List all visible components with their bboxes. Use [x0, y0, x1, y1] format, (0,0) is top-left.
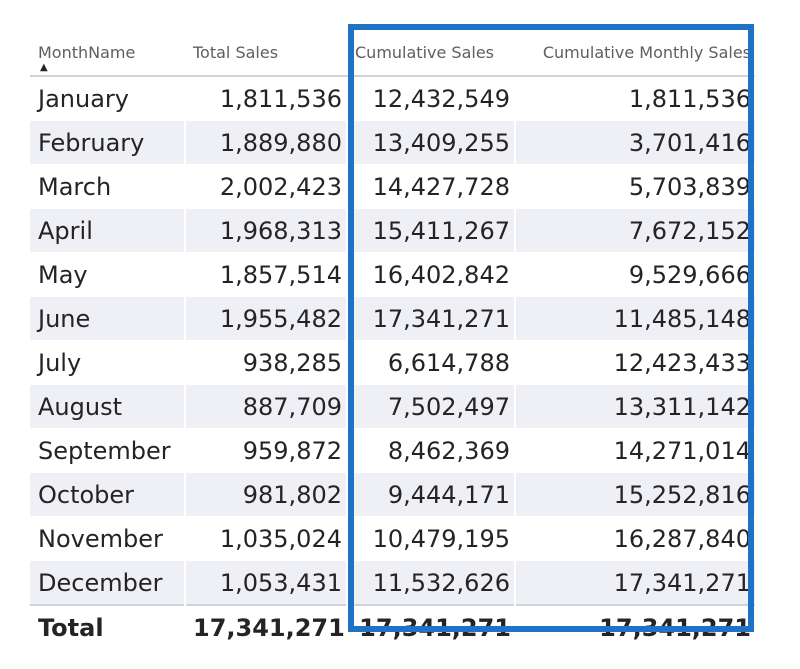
- column-header-label: Cumulative Monthly Sales: [542, 43, 751, 62]
- cumulative-monthly-sales-cell: 14,271,014: [514, 428, 755, 473]
- month-cell: April: [30, 208, 185, 253]
- cumulative-sales-cell: 7,502,497: [346, 384, 515, 429]
- total-sales-cell: 959,872: [184, 428, 347, 473]
- table-row[interactable]: February 1,889,880 13,409,255 3,701,416: [30, 120, 755, 165]
- cumulative-sales-cell: 9,444,171: [346, 472, 515, 517]
- cumulative-sales-cell: 11,532,626: [346, 560, 515, 606]
- month-cell: January: [30, 76, 185, 121]
- cumulative-sales-cell: 17,341,271: [346, 296, 515, 341]
- cumulative-sales-cell: 15,411,267: [346, 208, 515, 253]
- cumulative-sales-cell: 6,614,788: [346, 340, 515, 385]
- month-cell: February: [30, 120, 185, 165]
- cumulative-monthly-sales-cell: 12,423,433: [514, 340, 755, 385]
- cumulative-monthly-sales-cell: 11,485,148: [514, 296, 755, 341]
- cumulative-sales-cell: 10,479,195: [346, 516, 515, 561]
- table-row[interactable]: March 2,002,423 14,427,728 5,703,839: [30, 164, 755, 209]
- totals-row: Total 17,341,271 17,341,271 17,341,271: [30, 604, 755, 650]
- total-sales-cell: 2,002,423: [184, 164, 347, 209]
- cumulative-monthly-sales-cell: 5,703,839: [514, 164, 755, 209]
- sort-ascending-icon: ▲: [40, 62, 48, 73]
- table-row[interactable]: January 1,811,536 12,432,549 1,811,536: [30, 76, 755, 121]
- total-sales-cell: 887,709: [184, 384, 347, 429]
- column-header-total-sales[interactable]: Total Sales: [185, 30, 347, 77]
- cumulative-sales-total: 17,341,271: [347, 604, 515, 650]
- total-sales-cell: 938,285: [184, 340, 347, 385]
- column-header-label: MonthName: [38, 43, 136, 62]
- total-sales-cell: 1,811,536: [184, 76, 347, 121]
- cumulative-monthly-sales-cell: 17,341,271: [514, 560, 755, 606]
- table-row[interactable]: December 1,053,431 11,532,626 17,341,271: [30, 560, 755, 606]
- cumulative-sales-cell: 16,402,842: [346, 252, 515, 297]
- month-cell: October: [30, 472, 185, 517]
- total-sales-cell: 1,857,514: [184, 252, 347, 297]
- month-cell: September: [30, 428, 185, 473]
- header-row: MonthName ▲ Total Sales Cumulative Sales…: [30, 30, 755, 77]
- table-visual: MonthName ▲ Total Sales Cumulative Sales…: [30, 30, 760, 650]
- month-cell: June: [30, 296, 185, 341]
- month-cell: May: [30, 252, 185, 297]
- table-header: MonthName ▲ Total Sales Cumulative Sales…: [30, 30, 755, 77]
- table-row[interactable]: October 981,802 9,444,171 15,252,816: [30, 472, 755, 517]
- month-cell: March: [30, 164, 185, 209]
- column-header-cumulative-monthly-sales[interactable]: Cumulative Monthly Sales: [515, 30, 755, 77]
- total-sales-total: 17,341,271: [185, 604, 347, 650]
- column-header-cumulative-sales[interactable]: Cumulative Sales: [347, 30, 515, 77]
- cumulative-sales-cell: 14,427,728: [346, 164, 515, 209]
- cumulative-monthly-sales-total: 17,341,271: [515, 604, 755, 650]
- cumulative-monthly-sales-cell: 15,252,816: [514, 472, 755, 517]
- cumulative-sales-cell: 8,462,369: [346, 428, 515, 473]
- column-header-label: Cumulative Sales: [355, 43, 494, 62]
- month-cell: November: [30, 516, 185, 561]
- cumulative-monthly-sales-cell: 1,811,536: [514, 76, 755, 121]
- total-sales-cell: 981,802: [184, 472, 347, 517]
- table-row[interactable]: June 1,955,482 17,341,271 11,485,148: [30, 296, 755, 341]
- table-row[interactable]: July 938,285 6,614,788 12,423,433: [30, 340, 755, 385]
- table-row[interactable]: November 1,035,024 10,479,195 16,287,840: [30, 516, 755, 561]
- total-sales-cell: 1,968,313: [184, 208, 347, 253]
- total-sales-cell: 1,955,482: [184, 296, 347, 341]
- month-cell: August: [30, 384, 185, 429]
- table-body: January 1,811,536 12,432,549 1,811,536 F…: [30, 76, 755, 606]
- table-row[interactable]: August 887,709 7,502,497 13,311,142: [30, 384, 755, 429]
- table-row[interactable]: September 959,872 8,462,369 14,271,014: [30, 428, 755, 473]
- cumulative-monthly-sales-cell: 16,287,840: [514, 516, 755, 561]
- column-header-label: Total Sales: [193, 43, 279, 62]
- cumulative-monthly-sales-cell: 9,529,666: [514, 252, 755, 297]
- cumulative-sales-cell: 12,432,549: [346, 76, 515, 121]
- table-row[interactable]: April 1,968,313 15,411,267 7,672,152: [30, 208, 755, 253]
- table-row[interactable]: May 1,857,514 16,402,842 9,529,666: [30, 252, 755, 297]
- cumulative-monthly-sales-cell: 13,311,142: [514, 384, 755, 429]
- column-header-monthname[interactable]: MonthName ▲: [30, 30, 185, 77]
- totals-label: Total: [30, 604, 185, 650]
- sales-table: MonthName ▲ Total Sales Cumulative Sales…: [30, 30, 755, 650]
- cumulative-monthly-sales-cell: 3,701,416: [514, 120, 755, 165]
- month-cell: July: [30, 340, 185, 385]
- cumulative-monthly-sales-cell: 7,672,152: [514, 208, 755, 253]
- month-cell: December: [30, 560, 185, 606]
- total-sales-cell: 1,035,024: [184, 516, 347, 561]
- table-totals: Total 17,341,271 17,341,271 17,341,271: [30, 604, 755, 650]
- total-sales-cell: 1,053,431: [184, 560, 347, 606]
- cumulative-sales-cell: 13,409,255: [346, 120, 515, 165]
- total-sales-cell: 1,889,880: [184, 120, 347, 165]
